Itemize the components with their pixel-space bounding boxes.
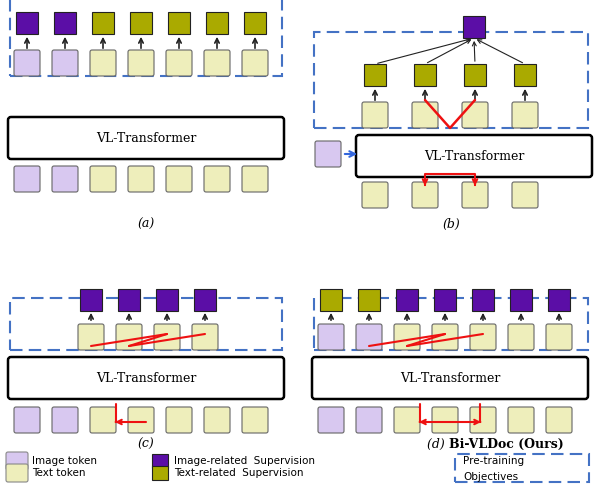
Text: Objectives: Objectives: [463, 472, 518, 482]
FancyBboxPatch shape: [128, 166, 154, 192]
FancyBboxPatch shape: [166, 407, 192, 433]
FancyBboxPatch shape: [312, 357, 588, 399]
FancyBboxPatch shape: [154, 324, 180, 350]
Bar: [364, 64, 386, 86]
FancyBboxPatch shape: [546, 407, 572, 433]
FancyBboxPatch shape: [8, 357, 284, 399]
Bar: [168, 12, 190, 34]
Bar: [414, 64, 436, 86]
FancyBboxPatch shape: [204, 166, 230, 192]
Bar: [358, 289, 380, 311]
FancyBboxPatch shape: [90, 166, 116, 192]
Bar: [320, 289, 342, 311]
FancyBboxPatch shape: [546, 324, 572, 350]
FancyBboxPatch shape: [412, 182, 438, 208]
FancyBboxPatch shape: [462, 102, 488, 128]
Text: Pre-training: Pre-training: [463, 456, 524, 466]
Text: VL-Transformer: VL-Transformer: [96, 132, 196, 144]
FancyBboxPatch shape: [166, 50, 192, 76]
FancyBboxPatch shape: [356, 324, 382, 350]
FancyBboxPatch shape: [78, 324, 104, 350]
FancyBboxPatch shape: [90, 50, 116, 76]
FancyBboxPatch shape: [432, 324, 458, 350]
Bar: [314, 298, 588, 350]
Bar: [464, 64, 486, 86]
FancyBboxPatch shape: [362, 182, 388, 208]
FancyBboxPatch shape: [14, 166, 40, 192]
Bar: [472, 289, 494, 311]
Text: (b): (b): [442, 218, 460, 230]
Bar: [130, 12, 152, 34]
Bar: [80, 289, 102, 311]
Bar: [314, 32, 588, 128]
FancyBboxPatch shape: [204, 50, 230, 76]
Bar: [510, 289, 532, 311]
FancyBboxPatch shape: [192, 324, 218, 350]
FancyBboxPatch shape: [242, 50, 268, 76]
Bar: [156, 289, 178, 311]
Text: Image-related  Supervision: Image-related Supervision: [174, 456, 315, 466]
Text: (a): (a): [137, 218, 155, 230]
FancyBboxPatch shape: [412, 102, 438, 128]
FancyBboxPatch shape: [356, 135, 592, 177]
Bar: [152, 466, 168, 480]
FancyBboxPatch shape: [52, 166, 78, 192]
Bar: [206, 12, 228, 34]
FancyBboxPatch shape: [315, 141, 341, 167]
FancyBboxPatch shape: [318, 407, 344, 433]
Bar: [455, 454, 589, 482]
FancyBboxPatch shape: [508, 407, 534, 433]
FancyBboxPatch shape: [8, 117, 284, 159]
Text: VL-Transformer: VL-Transformer: [424, 150, 524, 162]
FancyBboxPatch shape: [362, 102, 388, 128]
Bar: [434, 289, 456, 311]
Bar: [548, 289, 570, 311]
FancyBboxPatch shape: [14, 50, 40, 76]
FancyBboxPatch shape: [512, 182, 538, 208]
Bar: [396, 289, 418, 311]
Text: (c): (c): [137, 437, 154, 451]
FancyBboxPatch shape: [356, 407, 382, 433]
Bar: [152, 454, 168, 468]
FancyBboxPatch shape: [470, 324, 496, 350]
FancyBboxPatch shape: [128, 407, 154, 433]
FancyBboxPatch shape: [14, 407, 40, 433]
Bar: [92, 12, 114, 34]
Text: Image token: Image token: [32, 456, 97, 466]
FancyBboxPatch shape: [470, 407, 496, 433]
FancyBboxPatch shape: [394, 324, 420, 350]
FancyBboxPatch shape: [462, 182, 488, 208]
FancyBboxPatch shape: [394, 407, 420, 433]
Text: (d): (d): [427, 437, 449, 451]
Text: Text-related  Supervision: Text-related Supervision: [174, 468, 304, 478]
Bar: [244, 12, 266, 34]
FancyBboxPatch shape: [128, 50, 154, 76]
FancyBboxPatch shape: [508, 324, 534, 350]
FancyBboxPatch shape: [52, 50, 78, 76]
FancyBboxPatch shape: [52, 407, 78, 433]
FancyBboxPatch shape: [242, 407, 268, 433]
FancyBboxPatch shape: [116, 324, 142, 350]
Bar: [10, 298, 282, 350]
Bar: [463, 16, 485, 38]
Text: VL-Transformer: VL-Transformer: [96, 371, 196, 384]
FancyBboxPatch shape: [6, 464, 28, 482]
Bar: [10, 0, 282, 76]
FancyBboxPatch shape: [432, 407, 458, 433]
Bar: [514, 64, 536, 86]
Bar: [194, 289, 216, 311]
FancyBboxPatch shape: [204, 407, 230, 433]
Bar: [118, 289, 140, 311]
Text: VL-Transformer: VL-Transformer: [400, 371, 500, 384]
FancyBboxPatch shape: [6, 452, 28, 470]
FancyBboxPatch shape: [90, 407, 116, 433]
Text: Bi-VLDoc (Ours): Bi-VLDoc (Ours): [449, 437, 564, 451]
FancyBboxPatch shape: [318, 324, 344, 350]
Bar: [54, 12, 76, 34]
Bar: [16, 12, 38, 34]
Text: Text token: Text token: [32, 468, 86, 478]
FancyBboxPatch shape: [512, 102, 538, 128]
FancyBboxPatch shape: [166, 166, 192, 192]
FancyBboxPatch shape: [242, 166, 268, 192]
